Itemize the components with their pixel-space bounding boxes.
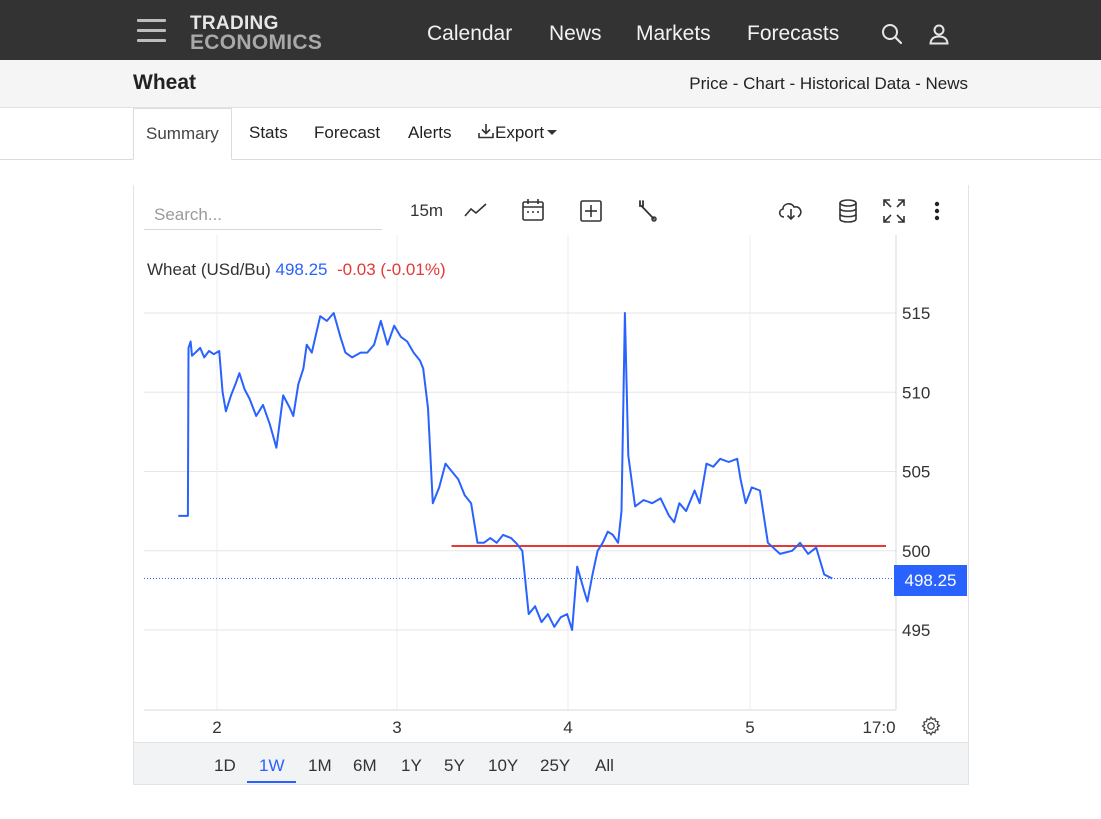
range-10y[interactable]: 10Y	[488, 756, 519, 775]
tab-forecast[interactable]: Forecast	[314, 123, 381, 142]
content-tabs: Summary Stats Forecast Alerts Export	[0, 108, 1101, 160]
link-news[interactable]: News	[925, 74, 968, 93]
site-logo[interactable]: TRADING ECONOMICS	[190, 13, 323, 54]
user-icon[interactable]	[927, 22, 951, 46]
interval-selector[interactable]: 15m	[410, 201, 444, 220]
x-tick-label: 3	[392, 718, 401, 737]
legend-series-name: Wheat (USd/Bu)	[147, 260, 271, 279]
link-price[interactable]: Price	[689, 74, 729, 93]
legend-change: -0.03 (-0.01%)	[336, 260, 446, 279]
y-tick-label: 515	[902, 304, 930, 323]
range-1w[interactable]: 1W	[259, 756, 285, 775]
range-selector-bar: 1D 1W 1M 6M 1Y 5Y 10Y 25Y All	[134, 742, 968, 784]
cloud-download-icon[interactable]	[776, 197, 806, 225]
range-5y[interactable]: 5Y	[444, 756, 465, 775]
page-section-links: Price - Chart - Historical Data - News	[689, 74, 968, 93]
nav-link-news[interactable]: News	[549, 22, 602, 45]
y-tick-label: 500	[902, 542, 930, 561]
tab-stats[interactable]: Stats	[249, 123, 288, 142]
calendar-icon[interactable]	[520, 197, 546, 225]
tab-alerts[interactable]: Alerts	[408, 123, 452, 142]
selected-range-indicator	[247, 781, 296, 783]
fullscreen-icon[interactable]	[881, 197, 907, 225]
nav-link-markets[interactable]: Markets	[636, 22, 711, 45]
page-title: Wheat	[133, 71, 196, 94]
tab-export[interactable]: Export	[477, 108, 558, 160]
range-25y[interactable]: 25Y	[540, 756, 571, 775]
more-vert-icon[interactable]	[929, 197, 945, 225]
line-chart-icon[interactable]	[463, 197, 489, 225]
x-tick-label: 17:0	[862, 718, 895, 737]
range-1d[interactable]: 1D	[214, 756, 236, 775]
nav-link-calendar[interactable]: Calendar	[427, 22, 513, 45]
wrench-icon[interactable]	[634, 197, 660, 225]
range-1m[interactable]: 1M	[308, 756, 332, 775]
tab-summary[interactable]: Summary	[133, 108, 232, 160]
range-1y[interactable]: 1Y	[401, 756, 422, 775]
x-tick-label: 4	[563, 718, 572, 737]
range-all[interactable]: All	[595, 756, 614, 775]
menu-icon[interactable]	[137, 19, 166, 43]
top-navigation-bar: TRADING ECONOMICS Calendar News Markets …	[0, 0, 1101, 60]
nav-link-forecasts[interactable]: Forecasts	[747, 22, 840, 45]
price-chart[interactable]: 495 500 505 510 515 2 3 4 5 17:0	[134, 185, 968, 742]
range-6m[interactable]: 6M	[353, 756, 377, 775]
x-tick-label: 2	[212, 718, 221, 737]
settings-gear-icon[interactable]	[920, 715, 942, 737]
plus-square-icon[interactable]	[578, 197, 604, 225]
symbol-search-input[interactable]	[144, 200, 382, 230]
search-icon[interactable]	[880, 22, 904, 46]
x-tick-label: 5	[745, 718, 754, 737]
chevron-down-icon	[547, 129, 558, 135]
y-tick-label: 510	[902, 383, 930, 402]
legend-price: 498.25	[275, 260, 328, 279]
last-price-tag: 498.25	[894, 565, 967, 596]
page-subheader: Wheat Price - Chart - Historical Data - …	[0, 60, 1101, 108]
price-series-line	[178, 312, 833, 631]
chart-legend: Wheat (USd/Bu) 498.25 -0.03 (-0.01%)	[147, 260, 446, 280]
download-icon	[478, 124, 494, 139]
database-icon[interactable]	[836, 197, 860, 225]
chart-widget: 495 500 505 510 515 2 3 4 5 17:0 15m Wheat (USd/B…	[133, 185, 969, 785]
link-historical-data[interactable]: Historical Data	[799, 74, 911, 93]
link-chart[interactable]: Chart	[743, 74, 785, 93]
y-tick-label: 505	[902, 463, 930, 482]
y-tick-label: 495	[902, 621, 930, 640]
